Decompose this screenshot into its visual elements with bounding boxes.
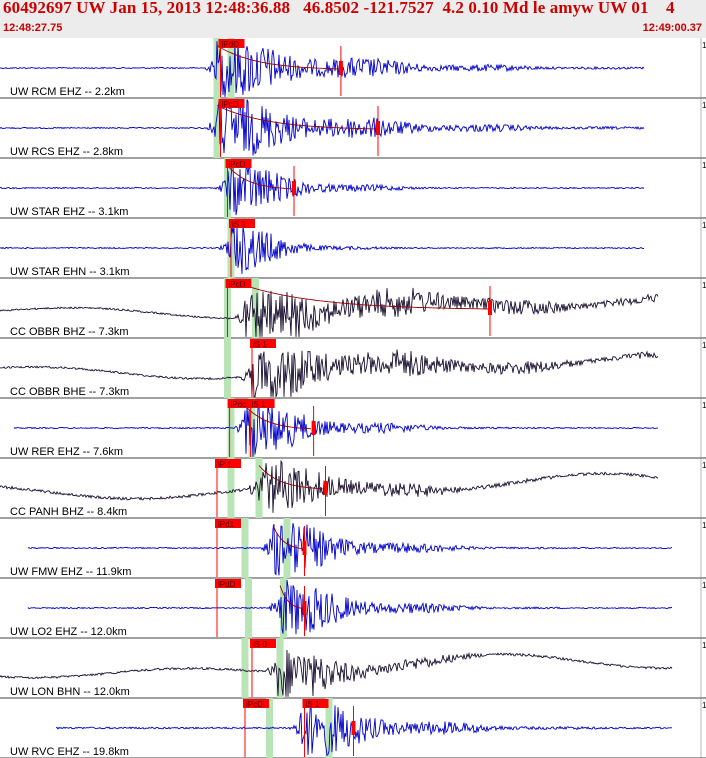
phase-pick-label: iPcD [246,700,263,709]
coda-end-box[interactable] [302,601,307,615]
phase-pick-label: iS 1 [306,700,320,709]
pick-window [276,638,284,698]
coda-end-box[interactable] [488,301,492,315]
phase-pick-tag[interactable] [243,699,269,708]
phase-pick-label: iPd1 [218,520,235,529]
phase-pick-label: iPcD [229,280,246,289]
coda-fit-curve [244,285,489,310]
pick-window [325,698,333,758]
station-label: CC OBBR BHE -- 7.3km [10,386,129,398]
waveform [0,349,659,398]
coda-end-box[interactable] [338,61,343,75]
pick-window [213,38,221,98]
waveform [27,579,673,635]
phase-pick-tag[interactable] [218,39,245,48]
waveform [0,39,645,97]
pick-window [241,638,249,698]
coda-fit-curve [216,45,341,70]
waveform [0,159,645,216]
start-time-label: 12:48:27.75 [3,22,63,34]
phase-pick-tag[interactable] [215,579,241,588]
seismogram-panel[interactable]: 1 iPdD UW RCM EHZ -- 2.2km 1 iPcD UW RCS EHZ … [0,38,706,758]
scale-marker: 1 [702,161,706,170]
phase-pick-label: iPdD [222,40,240,49]
phase-pick-label: iS 1 [232,220,246,229]
phase-pick-label: iPcD [222,100,239,109]
pick-window [227,38,235,98]
waveform [0,649,673,697]
station-label: UW STAR EHZ -- 3.1km [10,206,128,218]
phase-pick-label: iPdD [218,580,236,589]
station-label: UW LON BHN -- 12.0km [10,686,130,698]
end-time-label: 12:49:00.37 [642,22,702,34]
scale-marker: 1 [702,341,706,350]
coda-end-box[interactable] [292,181,296,195]
pick-window [252,278,259,338]
phase-pick-tag[interactable] [225,159,252,168]
coda-end-box[interactable] [323,481,328,495]
waveform [55,699,673,757]
coda-fit-curve [272,525,304,550]
coda-end-box[interactable] [302,541,307,555]
waveform [0,459,659,513]
waveform [13,401,659,457]
pick-window [255,458,263,518]
station-label: UW FMW EHZ -- 11.9km [10,566,131,578]
scale-marker: 1 [702,461,706,470]
pick-window [227,458,235,518]
pick-window [213,98,221,158]
phase-pick-label: iPcD [229,160,246,169]
waveform [0,287,659,337]
coda-fit-curve [244,405,312,430]
scale-marker: 1 [702,281,706,290]
coda-end-box[interactable] [311,421,316,435]
scale-marker: 1 [702,581,706,590]
phase-pick-tag[interactable] [302,699,329,708]
scale-marker: 1 [702,41,706,50]
phase-pick-tag[interactable] [250,639,276,648]
scale-marker: 1 [702,521,706,530]
coda-fit-curve [227,165,294,190]
station-label: UW RCS EHZ -- 2.8km [10,146,123,158]
phase-pick-tag[interactable] [248,399,275,408]
pick-window [241,518,249,578]
scale-marker: 1 [702,401,706,410]
station-label: CC PANH BHZ -- 8.4km [10,506,127,518]
phase-pick-label: iS 0 [253,640,267,649]
title-bar: 60492697 UW Jan 15, 2013 12:48:36.88 46.… [0,0,706,38]
station-label: UW RCM EHZ -- 2.2km [10,86,125,98]
scale-marker: 1 [702,641,706,650]
coda-end-box[interactable] [376,121,380,135]
coda-fit-curve [216,105,376,130]
phase-pick-tag[interactable] [229,219,255,228]
phase-pick-label: iP 1 [218,460,232,469]
station-label: UW LO2 EHZ -- 12.0km [10,626,127,638]
coda-fit-curve [279,585,305,610]
coda-end-box[interactable] [351,721,356,735]
phase-pick-tag[interactable] [215,459,241,468]
coda-fit-curve [258,465,326,490]
pick-window [224,338,231,398]
phase-pick-tag[interactable] [215,519,241,528]
event-title: 60492697 UW Jan 15, 2013 12:48:36.88 46.… [3,0,675,17]
scale-marker: 1 [702,101,706,110]
scale-marker: 1 [702,221,706,230]
phase-pick-tag[interactable] [225,279,252,288]
phase-pick-tag[interactable] [218,99,245,108]
station-label: UW STAR EHN -- 3.1km [10,266,130,278]
station-label: UW RER EHZ -- 7.6km [10,446,123,458]
phase-pick-label: iPdc [231,400,247,409]
phase-pick-tag[interactable] [250,339,276,348]
phase-pick-label: iS 1 [253,340,267,349]
station-label: UW RVC EHZ -- 19.8km [10,746,129,758]
phase-pick-tag[interactable] [227,399,254,408]
waveform [0,226,645,274]
phase-pick-label: iS 1 [252,400,266,409]
scale-marker: 1 [702,701,706,710]
waveform [27,523,673,576]
station-label: CC OBBR BHZ -- 7.3km [10,326,129,338]
